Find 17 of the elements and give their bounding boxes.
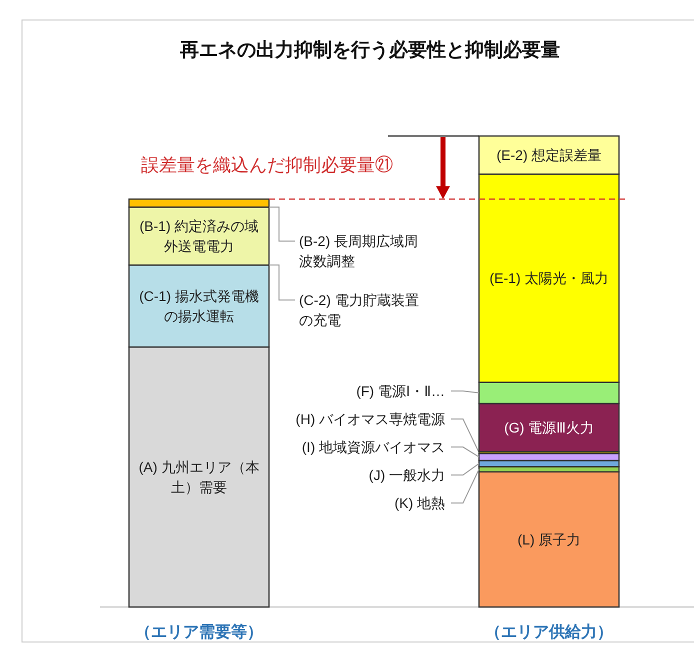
- text: (I) 地域資源バイオマス: [302, 439, 445, 456]
- chart-title: 再エネの出力抑制を行う必要性と抑制必要量: [179, 39, 560, 61]
- series-label: (L) 原子力: [518, 531, 580, 548]
- series-label: (C-1) 揚水式発電機の揚水運転: [139, 288, 259, 324]
- x-tick-label: （エリア供給力）: [485, 623, 613, 641]
- x-tick-label: （エリア需要等）: [135, 623, 263, 641]
- series-label: (G) 電源Ⅲ火力: [504, 419, 594, 436]
- series-label: (E-2) 想定誤差量: [496, 146, 602, 163]
- ref-line-label: 誤差量を織込んだ抑制必要量㉑: [141, 155, 393, 176]
- text: (K) 地熱: [394, 495, 445, 512]
- text: (J) 一般水力: [368, 467, 445, 484]
- series-label: (B-1) 約定済みの域外送電電力: [140, 218, 258, 254]
- text: (F) 電源Ⅰ・Ⅱ…: [356, 383, 445, 400]
- series-label: (A) 九州エリア（本土）需要: [138, 458, 260, 496]
- text: (H) バイオマス専焼電源: [296, 411, 445, 428]
- series-label: (E-1) 太陽光・風力: [490, 270, 608, 286]
- annotation: (C-2) 電力貯蔵装置の充電: [299, 292, 419, 328]
